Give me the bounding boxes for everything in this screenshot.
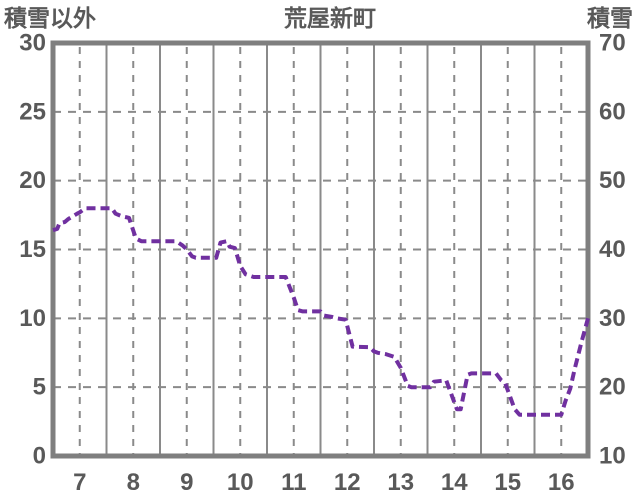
snow-depth-line	[52, 206, 590, 417]
right-tick-label: 50	[599, 167, 626, 194]
left-tick-label: 30	[19, 30, 46, 57]
x-tick-label: 16	[548, 469, 575, 496]
left-tick-label: 0	[33, 443, 46, 470]
x-tick-label: 15	[494, 469, 521, 496]
x-tick-label: 10	[227, 469, 254, 496]
left-tick-label: 20	[19, 167, 46, 194]
right-tick-label: 10	[599, 443, 626, 470]
right-tick-label: 30	[599, 305, 626, 332]
x-tick-label: 12	[334, 469, 361, 496]
right-tick-label: 40	[599, 236, 626, 263]
left-tick-label: 10	[19, 305, 46, 332]
right-tick-label: 20	[599, 374, 626, 401]
left-axis-title: 積雪以外	[4, 5, 96, 31]
x-tick-label: 8	[127, 469, 140, 496]
right-axis-title: 積雪	[587, 5, 633, 31]
left-tick-label: 25	[19, 98, 46, 125]
x-tick-label: 9	[180, 469, 193, 496]
right-tick-label: 60	[599, 98, 626, 125]
x-tick-label: 11	[281, 469, 306, 496]
left-tick-label: 5	[33, 374, 46, 401]
plot-border	[50, 40, 591, 459]
x-tick-label: 14	[441, 469, 468, 496]
x-tick-label: 13	[387, 469, 414, 496]
right-tick-label: 70	[599, 30, 626, 57]
x-tick-label: 7	[73, 469, 86, 496]
left-tick-label: 15	[19, 236, 46, 263]
chart-title: 荒屋新町	[284, 5, 376, 31]
